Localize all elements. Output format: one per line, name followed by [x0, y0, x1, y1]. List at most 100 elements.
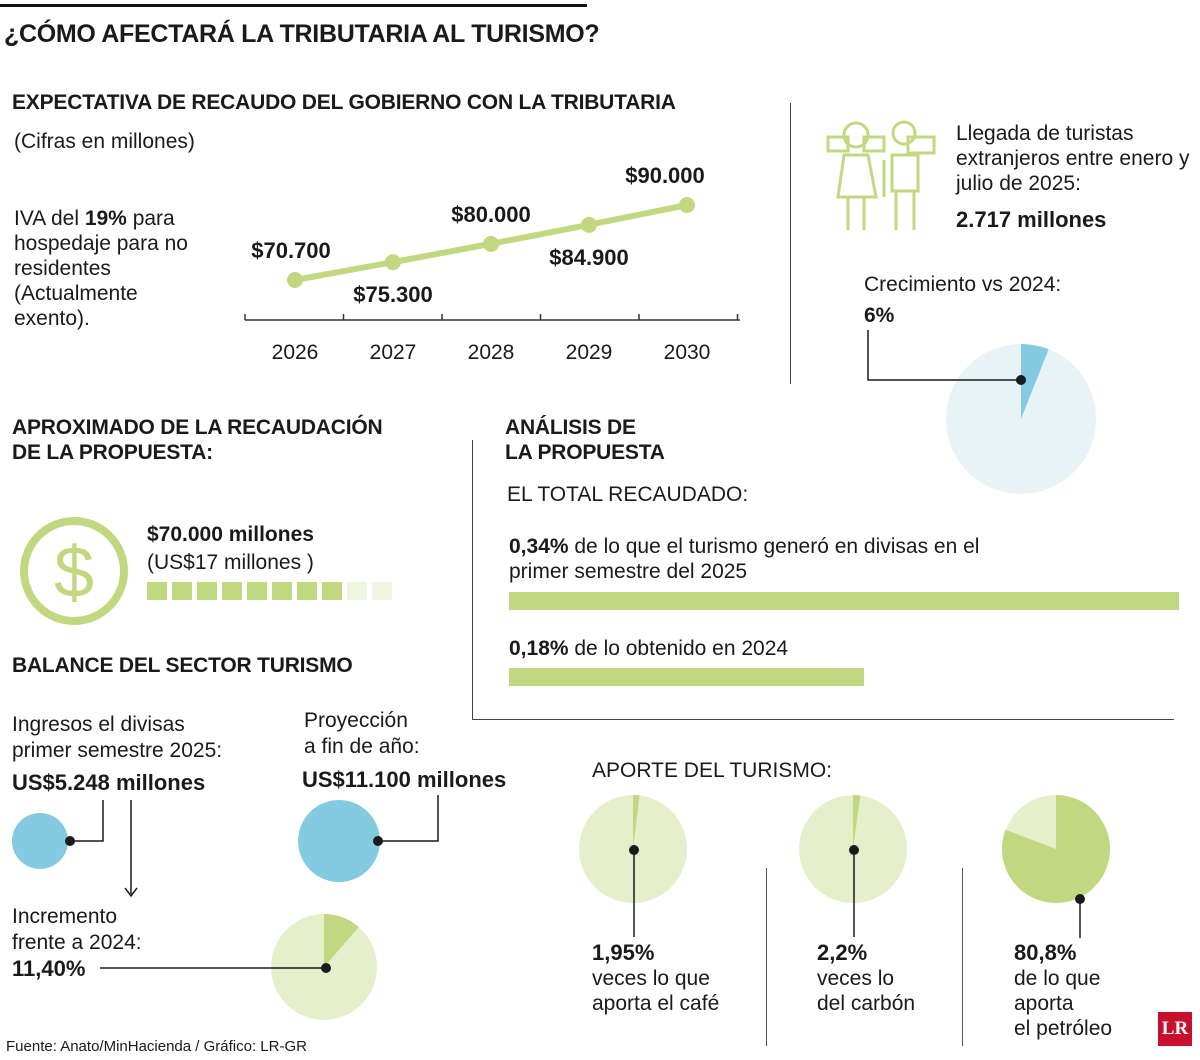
carbon-pie-slice [853, 795, 861, 849]
aporte-carbon-line-2: del carbón [817, 992, 916, 1015]
proyeccion-line-2: a fin de año: [304, 735, 420, 758]
meter-block [197, 582, 217, 600]
ingresos-arrow [124, 800, 138, 898]
incremento-leader-line [100, 963, 331, 973]
data-label: $70.700 [251, 238, 331, 263]
proyeccion-bubble [298, 800, 380, 882]
aporte-petroleo-line-1: de lo que [1014, 967, 1101, 990]
analisis-heading-1: ANÁLISIS DE [505, 416, 636, 439]
aporte-carbon-value: 2,2% [817, 940, 868, 965]
aporte-divider-1 [766, 868, 767, 1046]
aporte-petroleo-line-3: el petróleo [1014, 1017, 1113, 1040]
aporte-petroleo-text: 80,8% de lo que aporta el petróleo [1014, 940, 1112, 1041]
turistas-value: 2.717 millones [956, 207, 1107, 232]
aproximado-amount: $70.000 millones [147, 523, 314, 546]
proyeccion-value: US$11.100 millones [302, 767, 507, 792]
incremento-line-1: Incremento [12, 905, 118, 928]
tourists-icon [826, 120, 936, 230]
aporte-carbon-line-1: veces lo [817, 967, 895, 990]
data-point [287, 272, 303, 288]
meter-block [172, 582, 192, 600]
iva-rate: 19% [84, 207, 127, 230]
svg-text:$: $ [54, 533, 94, 613]
ingresos-value: US$5.248 millones [12, 770, 206, 795]
iva-prefix: IVA del [14, 207, 85, 230]
growth-pie-slice [1021, 344, 1049, 419]
expectativa-subtitle: (Cifras en millones) [14, 130, 195, 153]
meter-block [272, 582, 292, 600]
analisis-item-2-pct: 0,18% [509, 637, 569, 660]
aporte-cafe-leader [629, 845, 639, 937]
meter-block [347, 582, 367, 600]
aporte-carbon-text: 2,2% veces lo del carbón [817, 940, 915, 1016]
incremento-pie-slice [324, 914, 359, 967]
analisis-item-1-pct: 0,34% [509, 535, 569, 558]
aporte-carbon-leader [849, 845, 859, 937]
meter-block [322, 582, 342, 600]
incremento-value: 11,40% [12, 956, 86, 981]
x-tick-label: 2028 [468, 341, 515, 364]
aproximado-heading-2: DE LA PROPUESTA: [12, 441, 213, 464]
aporte-petroleo-leader [1075, 894, 1085, 938]
analisis-item-1: 0,34% de lo que el turismo generó en div… [509, 534, 979, 584]
aporte-cafe-line-1: veces lo que [592, 967, 710, 990]
aporte-petroleo-line-2: aporta [1014, 992, 1074, 1015]
page-title: ¿CÓMO AFECTARÁ LA TRIBUTARIA AL TURISMO? [4, 20, 600, 48]
title-top-rule [0, 4, 587, 7]
balance-heading: BALANCE DEL SECTOR TURISMO [12, 654, 353, 677]
x-tick-label: 2026 [272, 341, 319, 364]
recaudo-line-chart: $70.700 2026 $75.300 2027 $80.000 2028 $84.900… [244, 163, 740, 364]
meter-block [147, 582, 167, 600]
cafe-pie-slice [633, 795, 640, 849]
petroleo-pie-slice [1002, 795, 1110, 903]
divider-analisis-horizontal [472, 719, 1174, 720]
turistas-text: Llegada de turistas extranjeros entre en… [956, 122, 1190, 195]
data-point [581, 216, 597, 233]
growth-pie-chart [946, 344, 1096, 494]
aporte-cafe-text: 1,95% veces lo que aporta el café [592, 940, 719, 1016]
divider-analisis-vertical [472, 440, 473, 720]
meter-block [372, 582, 392, 600]
analisis-sub: EL TOTAL RECAUDADO: [507, 483, 749, 506]
meter-block [222, 582, 242, 600]
data-label: $75.300 [353, 282, 433, 307]
analisis-item-1-line2: primer semestre del 2025 [509, 560, 748, 583]
ingresos-line-2: primer semestre 2025: [12, 739, 223, 762]
aporte-heading: APORTE DEL TURISMO: [592, 759, 832, 782]
x-tick-label: 2029 [566, 341, 613, 364]
ingresos-line-1: Ingresos el divisas [12, 713, 185, 736]
iva-rest: para hospedaje para no residentes (Actua… [14, 207, 188, 330]
aporte-divider-2 [962, 868, 963, 1046]
proyeccion-line-1: Proyección [304, 709, 408, 732]
ingresos-leader-line [65, 800, 104, 846]
analisis-item-2: 0,18% de lo obtenido en 2024 [509, 636, 788, 661]
data-point [483, 235, 499, 252]
meter-block [247, 582, 267, 600]
meter-block [297, 582, 317, 600]
aproximado-heading-1: APROXIMADO DE LA RECAUDACIÓN [12, 416, 383, 439]
x-tick-label: 2030 [664, 341, 711, 364]
analisis-item-1-line1: de lo que el turismo generó en divisas e… [568, 535, 980, 558]
incremento-line-2: frente a 2024: [12, 931, 142, 954]
aporte-petroleo-value: 80,8% [1014, 940, 1077, 965]
divider-right-vertical [790, 103, 791, 384]
data-label: $84.900 [549, 245, 629, 270]
growth-leader-line [867, 330, 1026, 385]
lr-logo: LR [1158, 1012, 1192, 1046]
footer-source: Fuente: Anato/MinHacienda / Gráfico: LR-… [6, 1038, 307, 1055]
aporte-cafe-value: 1,95% [592, 940, 655, 965]
ingresos-bubble [12, 813, 68, 869]
data-label: $80.000 [451, 202, 531, 227]
expectativa-heading: EXPECTATIVA DE RECAUDO DEL GOBIERNO CON … [12, 91, 676, 114]
analisis-bar-018 [509, 668, 864, 686]
aporte-cafe-line-2: aporta el café [592, 992, 720, 1015]
growth-value: 6% [864, 304, 895, 327]
data-point [385, 254, 401, 271]
analisis-heading-2: LA PROPUESTA [505, 441, 665, 464]
data-label: $90.000 [625, 163, 705, 188]
growth-label: Crecimiento vs 2024: [864, 273, 1062, 296]
dollar-icon: $ [20, 517, 128, 625]
proyeccion-leader-line [373, 795, 439, 846]
data-point [679, 197, 695, 213]
analisis-item-2-text: de lo obtenido en 2024 [568, 637, 789, 660]
